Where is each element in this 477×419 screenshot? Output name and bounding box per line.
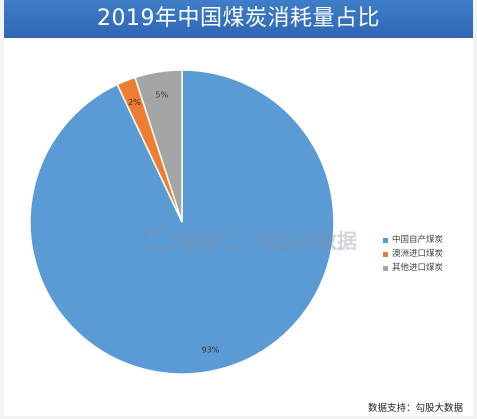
legend-label-0: 中国自产煤炭 xyxy=(392,235,444,245)
legend-label-1: 澳洲进口煤炭 xyxy=(392,249,444,259)
pie-chart: 93% 2% 5% xyxy=(29,69,335,375)
gelonghui-logo-icon xyxy=(144,228,174,250)
legend-swatch-1 xyxy=(383,251,388,257)
legend-swatch-2 xyxy=(383,265,388,271)
pie-slice-2 xyxy=(134,69,183,223)
slice-label-0: 93% xyxy=(202,346,220,355)
legend-label-2: 其他进口煤炭 xyxy=(392,263,444,273)
data-source-footer: 数据支持：勾股大数据 xyxy=(367,403,463,414)
chart-legend: 中国自产煤炭 澳洲进口煤炭 其他进口煤炭 xyxy=(383,233,443,275)
legend-item-0: 中国自产煤炭 xyxy=(383,233,443,247)
watermark-brand: 格隆汇 xyxy=(178,228,238,253)
slice-label-1: 2% xyxy=(128,98,141,107)
chart-panel: 93% 2% 5% 格隆汇 勾股大数据 www.gogudata.com 中国自产煤… xyxy=(4,38,473,416)
legend-swatch-0 xyxy=(383,237,388,243)
watermark-brand2: 勾股大数据 xyxy=(257,228,357,253)
chart-title: 2019年中国煤炭消耗量占比 xyxy=(4,0,473,38)
slice-label-2: 5% xyxy=(155,90,168,99)
watermark: 格隆汇 勾股大数据 xyxy=(144,224,374,254)
legend-item-1: 澳洲进口煤炭 xyxy=(383,247,443,261)
legend-item-2: 其他进口煤炭 xyxy=(383,261,443,275)
watermark-separator xyxy=(246,226,247,252)
watermark-url: www.gogudata.com xyxy=(268,245,344,252)
